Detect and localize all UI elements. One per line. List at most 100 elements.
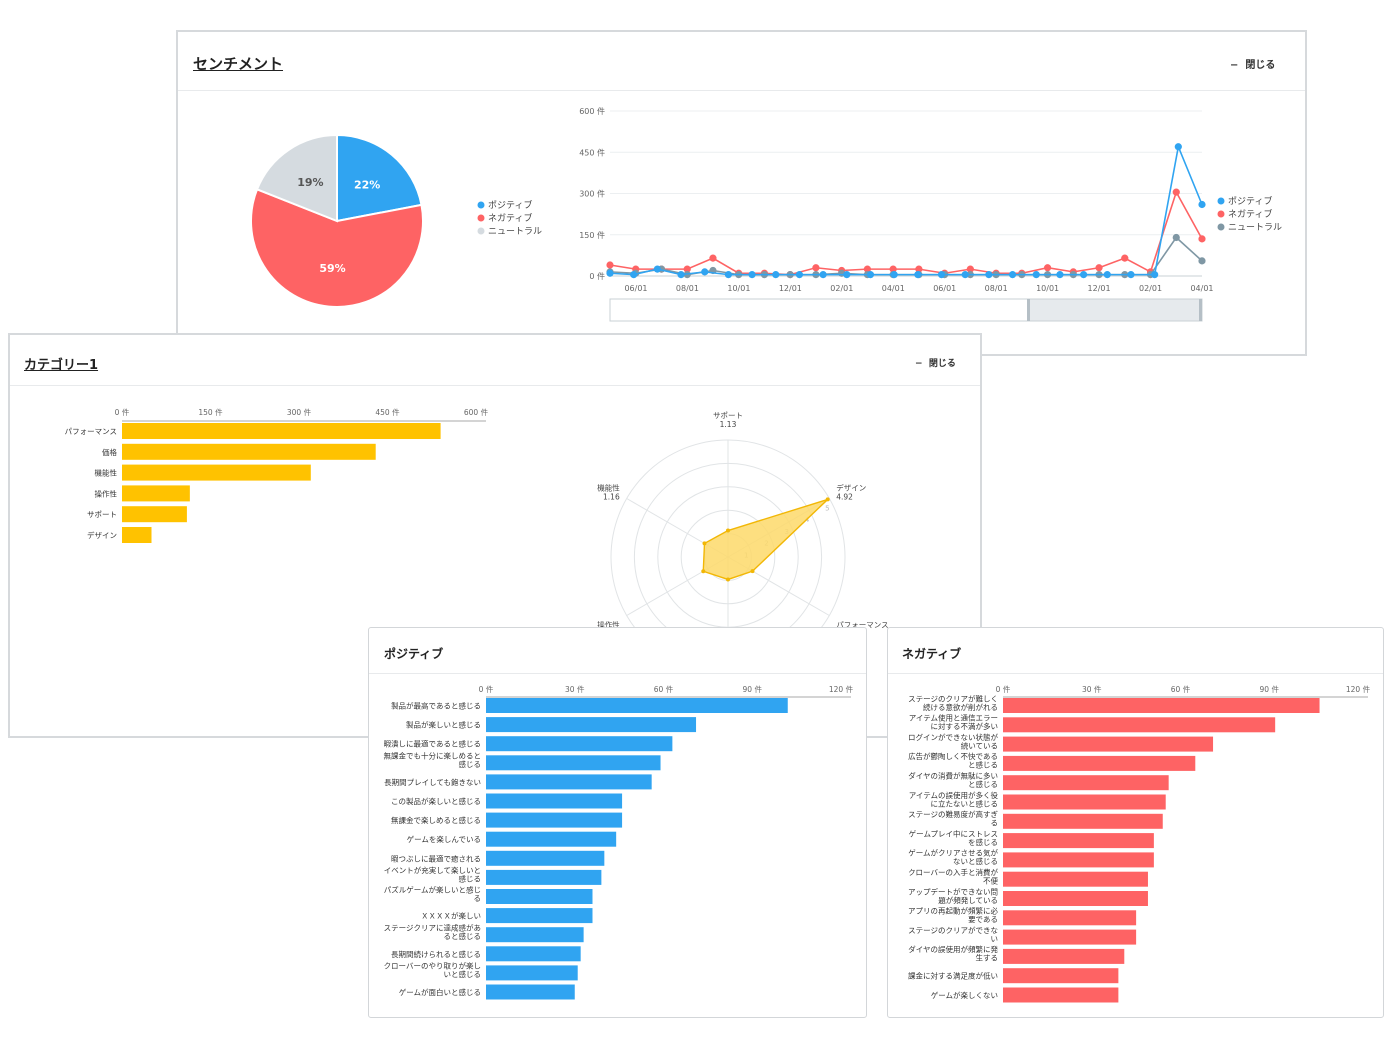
- category-label: 課金に対する満足度が低い: [908, 971, 998, 981]
- range-handle: [1199, 299, 1202, 321]
- bar: [486, 889, 593, 904]
- sentiment-close-button[interactable]: − 閉じる: [1230, 56, 1275, 71]
- x-tick-label: 90 件: [1260, 684, 1280, 694]
- category-label: ゲームを楽しんでいる: [407, 834, 481, 844]
- x-tick-label: 04/01: [882, 284, 905, 293]
- legend-marker: [1217, 210, 1225, 218]
- range-selector-selection: [1028, 298, 1203, 322]
- x-tick-label: 10/01: [1036, 284, 1059, 293]
- category-label: クローバーの入手と消費が不便: [908, 867, 998, 886]
- radar-point: [701, 569, 706, 574]
- bar: [122, 485, 190, 502]
- category-label: ダイヤの消費が無駄に多いと感じる: [908, 770, 998, 789]
- category-label: ステージの難易度が高すぎる: [908, 809, 998, 828]
- radar-point: [726, 577, 730, 582]
- category-label: ゲームプレイ中にストレスを感じる: [909, 828, 998, 847]
- x-tick-label: 08/01: [676, 284, 699, 293]
- negative-bar-chart: 0 件 30 件 60 件 90 件 120 件ステージのクリアが難しく続ける意欲が削が…: [908, 684, 1371, 1003]
- bar: [486, 946, 581, 962]
- category-label: 製品が最高であると感じる: [391, 701, 481, 711]
- range-handle: [1027, 299, 1030, 321]
- bar: [486, 717, 697, 733]
- series-line: [609, 143, 1203, 276]
- radar-axis-value: 1.13: [720, 420, 737, 429]
- x-tick-label: 120 件: [1346, 684, 1371, 694]
- negative-panel: ネガティブ 0 件 30 件 60 件 90 件 120 件ステージのクリアが難しく続け…: [887, 627, 1384, 1018]
- negative-title: ネガティブ: [902, 647, 962, 661]
- category-label: デザイン: [87, 530, 117, 540]
- data-point: [653, 265, 661, 273]
- legend-label: ネガティブ: [1228, 208, 1272, 220]
- bar: [1003, 717, 1276, 733]
- radar-tick-label: 5: [825, 505, 829, 513]
- positive-bar-chart: 0 件 30 件 60 件 90 件 120 件製品が最高であると感じる製品が楽しいと感…: [384, 684, 854, 1000]
- data-point: [937, 271, 946, 279]
- close-label: 閉じる: [928, 359, 956, 369]
- x-tick-label: 08/01: [985, 284, 1008, 293]
- radar-axis-label: サポート: [713, 411, 743, 420]
- bar: [486, 812, 623, 828]
- data-point: [961, 271, 969, 279]
- y-tick-label: 450 件: [579, 147, 605, 157]
- x-tick-label: 150 件: [198, 407, 223, 417]
- data-point: [772, 271, 780, 279]
- radar-axis-label: パフォーマンス: [836, 621, 888, 630]
- category-label: アップデートができない問題が頻発している: [908, 886, 998, 905]
- bar: [122, 423, 441, 439]
- bar: [122, 527, 152, 543]
- category-label: ステージのクリアが難しく続ける意欲が削がれる: [908, 693, 998, 712]
- x-tick-label: 12/01: [1088, 284, 1111, 293]
- legend-label: ポジティブ: [488, 199, 532, 211]
- category-label: 広告が鬱陶しく不快であると感じる: [908, 751, 998, 770]
- bar: [1003, 755, 1196, 771]
- bar: [1003, 968, 1119, 984]
- x-tick-label: 06/01: [624, 284, 647, 293]
- category-label: ゲームが楽しくない: [931, 990, 998, 1000]
- y-tick-label: 600 件: [579, 106, 605, 116]
- minus-icon: −: [915, 359, 923, 369]
- pie-slice-label: 22%: [354, 179, 380, 192]
- data-point: [866, 271, 875, 279]
- category-label: 長期間プレイしても飽きない: [384, 777, 481, 787]
- data-point: [677, 271, 685, 279]
- header-divider: [178, 90, 1305, 91]
- x-tick-label: 600 件: [464, 407, 489, 417]
- positive-panel: ポジティブ 0 件 30 件 60 件 90 件 120 件製品が最高であると感じる 製品…: [368, 627, 867, 1018]
- series-line: [609, 190, 1203, 276]
- category-label: アイテムの誤使用が多く役に立たないと感じる: [909, 790, 999, 809]
- bar: [486, 984, 575, 1000]
- bar: [1003, 794, 1166, 810]
- minus-icon: −: [1230, 60, 1239, 71]
- data-point: [683, 265, 691, 273]
- bar: [1003, 775, 1169, 791]
- data-point: [1151, 271, 1159, 279]
- header-divider: [369, 673, 866, 674]
- data-point: [985, 271, 993, 279]
- category-label: ゲームがクリアさせる気がないと感じる: [908, 848, 998, 867]
- category-label: 価格: [102, 447, 117, 457]
- bar: [1003, 987, 1119, 1003]
- x-tick-label: 60 件: [654, 684, 674, 694]
- data-point: [915, 265, 923, 273]
- bar: [1003, 891, 1148, 906]
- bar: [1003, 833, 1154, 849]
- bar: [1003, 852, 1154, 868]
- data-point: [966, 265, 974, 273]
- category-label: ログインができない状態が続いている: [908, 732, 998, 751]
- sentiment-title: センチメント: [193, 55, 284, 73]
- close-label: 閉じる: [1245, 60, 1276, 71]
- category-close-button[interactable]: − 閉じる: [915, 356, 956, 369]
- bar: [1003, 736, 1214, 752]
- header-divider: [888, 673, 1383, 674]
- category-label: この製品が楽しいと感じる: [391, 796, 481, 806]
- bar: [486, 831, 617, 847]
- radar-axis-label: 操作性: [597, 620, 620, 630]
- category-label: 長期間続けられると感じる: [391, 949, 481, 959]
- bar: [1003, 910, 1137, 926]
- x-tick-label: 10/01: [727, 284, 750, 293]
- bar: [486, 965, 578, 981]
- y-tick-label: 150 件: [579, 230, 605, 240]
- legend-marker: [1217, 223, 1225, 231]
- bar: [486, 793, 623, 809]
